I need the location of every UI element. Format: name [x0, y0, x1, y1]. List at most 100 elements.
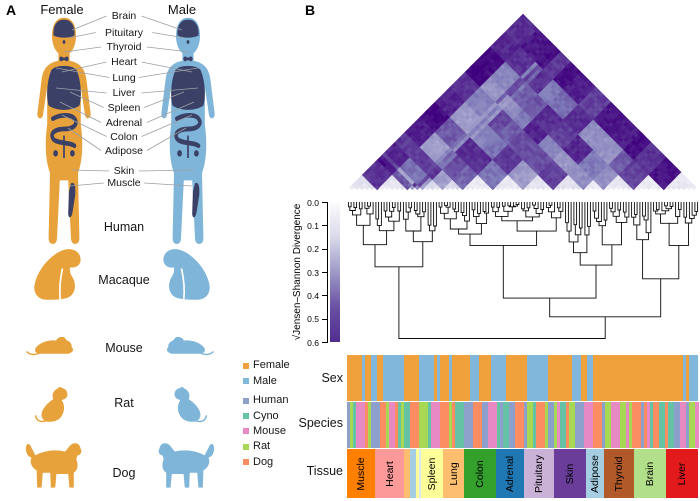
species-swatch-rat: [243, 443, 249, 450]
tissue-annotation-bar: Muscle Heart Spleen Lung Colon Adrenal Pituita…: [347, 449, 699, 498]
species-row-label: Species: [298, 416, 343, 430]
species-label-dog: Dog: [112, 466, 136, 480]
sex-legend-item-male: Male: [243, 373, 290, 388]
tissue-block-label: Pituitary: [533, 454, 545, 493]
organ-leader-lines: [55, 15, 199, 187]
tissue-block-muscle: Muscle: [347, 449, 375, 498]
tissue-block-adrenal: Adrenal: [496, 449, 524, 498]
organ-label-adipose: Adipose: [105, 144, 143, 157]
species-label-rat: Rat: [114, 396, 134, 410]
mouse-female-silhouette: [26, 336, 74, 356]
colorbar-axis-line: [327, 202, 328, 343]
colorbar-tick-label: 0.2: [307, 244, 319, 255]
clustering-dendrogram: [347, 202, 699, 339]
colorbar-tick-label: 0.4: [307, 290, 319, 301]
species-annotation-bar: [347, 402, 700, 448]
tissue-block-label: Skin: [564, 463, 576, 484]
tissue-row-label: Tissue: [306, 464, 343, 478]
tissue-block-spleen: Spleen: [421, 449, 443, 498]
anatomy-and-species-illustration: [25, 15, 215, 488]
rat-male-silhouette: [174, 386, 208, 423]
species-legend-label: Human: [253, 394, 289, 407]
organ-label-brain: Brain: [111, 10, 137, 22]
tissue-block-label: Adrenal: [504, 455, 516, 492]
organ-label-colon: Colon: [110, 130, 138, 143]
sex-legend-label: Male: [253, 374, 277, 387]
sex-legend: Female Male: [243, 358, 290, 389]
colorbar-gradient: [330, 202, 340, 342]
human-female-organs: [47, 19, 81, 218]
tissue-block-heart: Heart: [375, 449, 404, 498]
species-legend-label: Mouse: [253, 424, 287, 437]
macaque-female-silhouette: [34, 249, 81, 300]
tissue-block-small: [416, 449, 419, 498]
tissue-block-label: Adipose: [589, 454, 601, 493]
species-legend-item-human: Human: [243, 393, 288, 408]
species-legend-item-cyno: Cyno: [243, 408, 288, 423]
colorbar-tick-label: 0.6: [307, 337, 319, 348]
panel-b-label: B: [305, 2, 316, 18]
sex-row-label: Sex: [321, 371, 343, 385]
tissue-block-small: [404, 449, 410, 498]
colorbar-tick-label: 0.1: [307, 220, 319, 231]
tissue-block-small: [419, 449, 421, 498]
dog-male-silhouette: [158, 443, 215, 488]
sex-legend-item-female: Female: [243, 358, 290, 373]
species-legend: Human Cyno Mouse Rat Dog: [243, 393, 288, 470]
tissue-block-lung: Lung: [443, 449, 464, 498]
tissue-block-label: Lung: [447, 461, 460, 486]
species-legend-label: Dog: [253, 455, 274, 468]
organ-label-spleen: Spleen: [107, 101, 141, 114]
tissue-block-label: Brain: [644, 461, 656, 486]
species-legend-item-mouse: Mouse: [243, 424, 288, 439]
species-label-macaque: Macaque: [98, 273, 150, 287]
tissue-block-pituitary: Pituitary: [524, 449, 554, 498]
tissue-block-label: Liver: [676, 462, 688, 485]
human-female-silhouette: [37, 17, 91, 245]
species-label-mouse: Mouse: [105, 341, 143, 355]
species-label-human: Human: [103, 220, 145, 234]
species-swatch-dog: [243, 459, 249, 466]
sex-swatch-male: [243, 378, 249, 385]
rat-female-silhouette: [34, 386, 68, 423]
organ-label-adrenal: Adrenal: [105, 116, 143, 129]
male-column-header: Male: [167, 2, 197, 17]
colorbar-tick-label: 0.3: [307, 267, 319, 278]
colorbar-tick: [322, 248, 327, 250]
tissue-block-label: Muscle: [355, 456, 367, 491]
tissue-block-label: Spleen: [426, 457, 438, 490]
tissue-block-label: Heart: [383, 460, 396, 487]
species-swatch-human: [243, 397, 249, 404]
colorbar-tick: [322, 202, 327, 203]
macaque-male-silhouette: [163, 249, 210, 300]
species-legend-item-dog: Dog: [243, 455, 288, 470]
dog-female-silhouette: [25, 443, 82, 488]
organ-label-skin: Skin: [113, 165, 135, 177]
tissue-block-small: [410, 449, 416, 498]
human-male-silhouette: [161, 17, 215, 245]
female-column-header: Female: [40, 2, 84, 17]
colorbar-tick: [322, 225, 327, 227]
organ-label-muscle: Muscle: [107, 177, 141, 189]
organ-label-lung: Lung: [112, 71, 136, 84]
species-legend-label: Rat: [253, 440, 271, 453]
organ-label-liver: Liver: [112, 87, 136, 99]
species-legend-label: Cyno: [253, 409, 279, 422]
divergence-triangle-heatmap: [349, 13, 697, 191]
colorbar-tick: [322, 272, 327, 273]
colorbar-tick: [322, 318, 327, 320]
colorbar-tick: [322, 342, 327, 343]
tissue-block-liver: Liver: [666, 449, 698, 498]
tissue-block-adipose: Adipose: [586, 449, 604, 498]
tissue-block-skin: Skin: [554, 449, 586, 498]
tissue-block-label: Colon: [474, 459, 486, 488]
species-swatch-mouse: [243, 428, 249, 435]
organ-label-pituitary: Pituitary: [105, 26, 143, 39]
organ-label-heart: Heart: [111, 56, 137, 68]
colorbar-tick-label: 0.5: [307, 314, 319, 325]
tissue-block-thyroid: Thyroid: [604, 449, 634, 498]
species-legend-item-rat: Rat: [243, 439, 288, 454]
colorbar-tick: [322, 295, 327, 297]
human-male-organs: [171, 19, 205, 218]
